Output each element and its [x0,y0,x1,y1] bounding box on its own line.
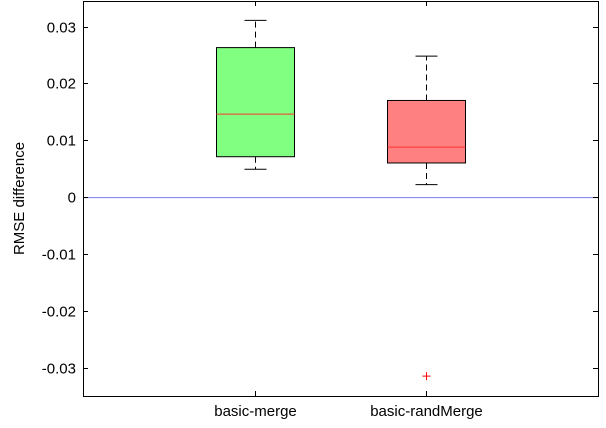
y-axis-label: RMSE difference [11,142,28,255]
boxes-layer [216,19,466,381]
y-tick-label: -0.01 [42,247,76,264]
x-axis-categories: basic-merge basic-randMerge [214,1,483,420]
y-tick-label: 0 [68,190,76,207]
y-tick-label: -0.03 [42,361,76,378]
plot-area-frame [83,1,599,397]
y-tick-label: 0.03 [47,20,76,37]
box-basic-randMerge [387,55,466,381]
y-axis-ticks: -0.03 -0.02 -0.01 0 0.01 0.02 0.03 [42,20,598,378]
x-category-label: basic-merge [214,403,297,420]
y-tick-label: -0.02 [42,304,76,321]
interquartile-box [216,47,295,158]
y-tick-label: 0.01 [47,133,76,150]
y-tick-label: 0.02 [47,76,76,93]
box-basic-merge [216,19,295,170]
interquartile-box [387,99,466,164]
x-category-label: basic-randMerge [370,403,483,420]
